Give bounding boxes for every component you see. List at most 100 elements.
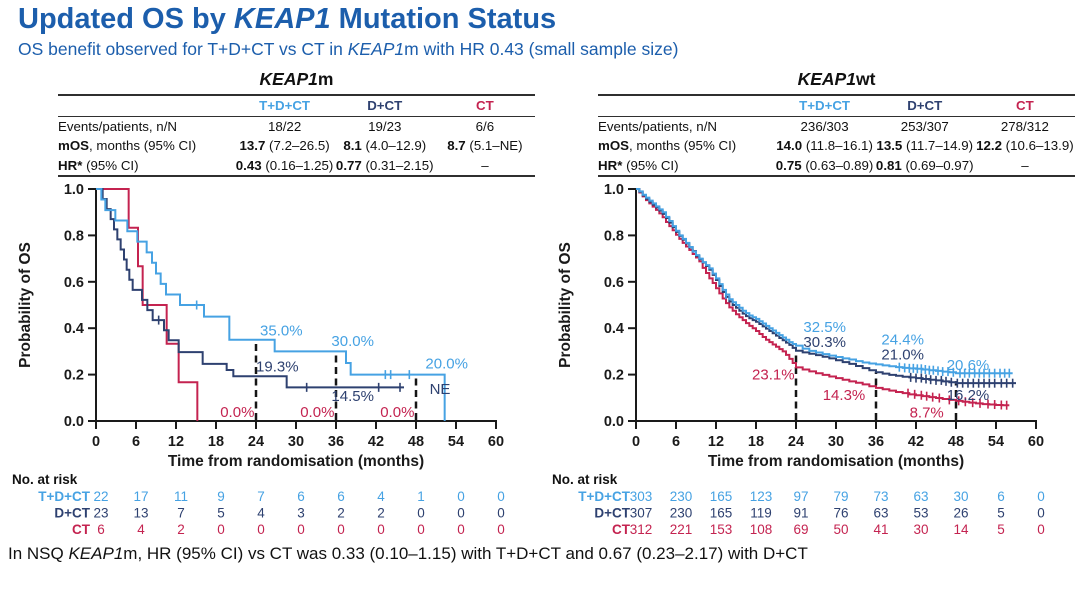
risk-count: 2 [177,522,185,537]
stats-cell: 13.7 (7.2–26.5) [235,136,335,156]
x-tick-label: 18 [208,434,224,450]
landmark-annotation: 0.0% [300,405,334,422]
risk-count: 303 [630,489,653,504]
risk-count: 0 [457,489,465,504]
landmark-annotation: 19.3% [256,359,299,376]
risk-row-label-tdct: T+D+CT [578,489,631,504]
risk-count: 5 [997,522,1005,537]
stats-col-empty [58,93,235,117]
risk-count: 11 [174,489,188,504]
stats-table-row: HR* (95% CI) 0.75 (0.63–0.89) 0.81 (0.69–0… [598,155,1075,178]
risk-count: 307 [630,506,653,521]
landmark-annotation: 16.2% [947,387,990,404]
landmark-annotation: 35.0% [260,323,303,340]
risk-count: 123 [750,489,773,504]
risk-count: 5 [997,506,1005,521]
risk-count: 30 [913,522,928,537]
x-tick-label: 30 [288,434,304,450]
x-tick-label: 48 [948,434,964,450]
risk-count: 0 [217,522,225,537]
risk-count: 17 [133,489,148,504]
risk-count: 6 [297,489,305,504]
stats-table-row: Events/patients, n/N 236/303 253/307 278/31… [598,116,1075,136]
stats-cell: 278/312 [975,116,1075,136]
text-segment: – [481,157,489,173]
stats-table-row: Events/patients, n/N 18/22 19/23 6/6 [58,116,535,136]
risk-count: 0 [337,522,345,537]
text-segment: wt [855,68,876,89]
text-segment: (11.8–16.1) [802,138,873,154]
risk-count: 108 [750,522,773,537]
text-segment: 19/23 [368,118,402,134]
y-tick-label: 0.0 [604,414,624,430]
x-tick-label: 54 [448,434,464,450]
text-segment: KEAP1 [233,3,331,35]
text-segment: 18/22 [267,118,302,134]
stats-cell: 8.1 (4.0–12.9) [335,136,435,156]
risk-count: 165 [710,489,733,504]
stats-row-label: HR* (95% CI) [58,155,235,178]
risk-count: 0 [377,522,385,537]
x-tick-label: 12 [168,434,184,450]
text-segment: (10.6–13.9) [1001,138,1074,154]
text-segment: (0.63–0.89) [801,157,874,173]
text-segment: Events/patients, n/N [598,118,717,134]
risk-row-label-dct: D+CT [54,506,90,521]
text-segment: 13.7 [239,138,266,154]
risk-count: 14 [953,522,969,537]
risk-count: 50 [833,522,848,537]
risk-count: 6 [997,489,1005,504]
text-segment: 0.75 [775,157,802,173]
km-curve-tdct [96,188,446,422]
risk-count: 0 [257,522,265,537]
stats-row-label: mOS, months (95% CI) [58,136,235,156]
risk-table-header: No. at risk [12,472,78,487]
text-segment: (0.31–2.15) [361,157,434,173]
text-segment: 236/303 [800,118,849,134]
landmark-annotation: 32.5% [803,319,846,336]
stats-col-header-dct: D+CT [874,93,975,117]
x-tick-label: 36 [868,434,884,450]
text-segment: (11.7–14.9) [902,138,974,154]
y-axis-title: Probability of OS [17,242,34,368]
risk-count: 0 [497,506,505,521]
landmark-annotation: 23.1% [752,367,795,384]
landmark-annotation: 30.3% [803,334,846,351]
landmark-annotation: 14.5% [331,388,374,405]
footnote: In NSQ KEAP1m, HR (95% CI) vs CT was 0.3… [8,544,1080,564]
y-tick-label: 0.8 [64,229,84,245]
stats-row-label: Events/patients, n/N [58,116,235,136]
x-tick-label: 0 [632,434,640,450]
risk-count: 0 [1037,489,1045,504]
y-tick-label: 0.6 [64,275,84,291]
text-segment: m with HR 0.43 (small sample size) [404,38,679,59]
stats-row-label: Events/patients, n/N [598,116,775,136]
y-tick-label: 0.4 [64,322,84,338]
x-tick-label: 60 [1028,434,1044,450]
stats-cell: 253/307 [875,116,975,136]
stats-cell: 0.43 (0.16–1.25) [234,155,335,178]
landmark-annotation: 24.4% [881,332,924,349]
risk-count: 153 [710,522,733,537]
text-segment: KEAP1 [347,38,405,59]
x-axis-title: Time from randomisation (months) [168,453,424,470]
panel-keap1wt-title: KEAP1wt [598,69,1075,90]
y-tick-label: 1.0 [604,182,624,198]
km-curve-ct [636,188,1010,407]
risk-row-label-dct: D+CT [594,506,630,521]
text-segment: m [317,68,334,89]
x-tick-label: 60 [488,434,504,450]
risk-count: 165 [710,506,733,521]
risk-count: 5 [217,506,225,521]
text-segment: (5.1–NE) [465,138,523,154]
stats-table-row: mOS, months (95% CI) 14.0 (11.8–16.1) 13.5… [598,136,1075,156]
text-segment: HR* [598,157,623,173]
risk-count: 4 [137,522,145,537]
risk-count: 76 [833,506,848,521]
landmark-annotation: 30.0% [331,333,374,350]
stats-cell: – [434,155,535,178]
x-tick-label: 42 [908,434,924,450]
stats-table-header-row: T+D+CT D+CT CT [58,93,535,117]
stats-cell: 0.81 (0.69–0.97) [874,155,975,178]
